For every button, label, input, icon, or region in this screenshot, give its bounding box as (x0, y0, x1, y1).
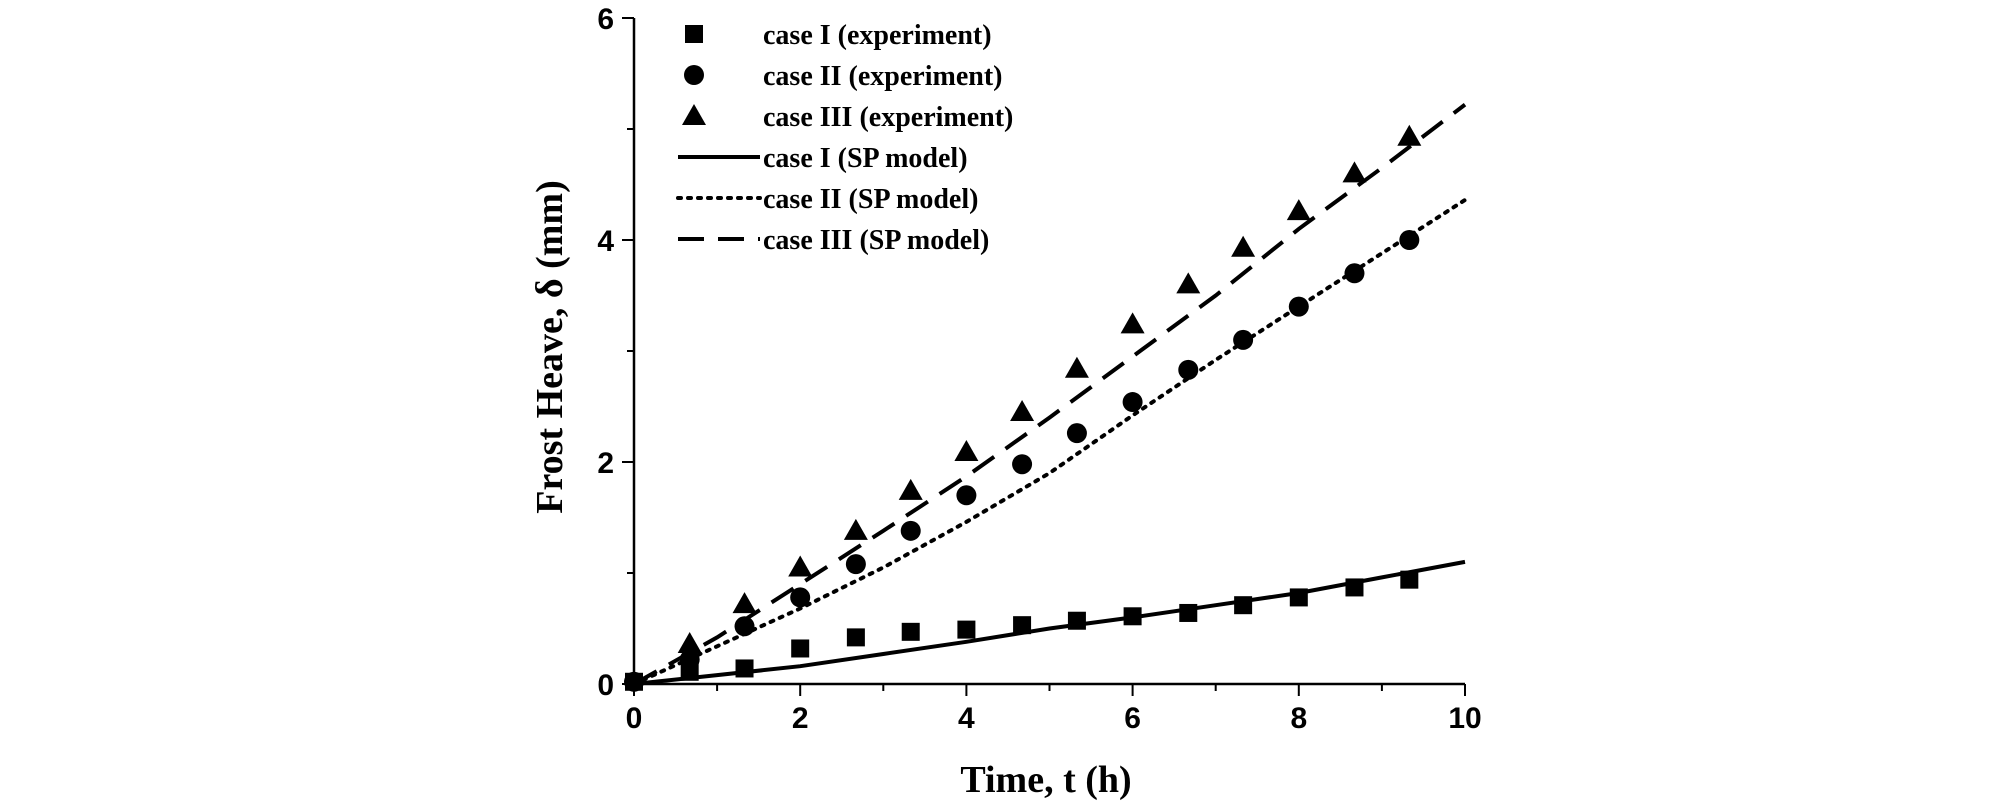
data-point-series-3 (1397, 124, 1422, 146)
data-point-series-2 (900, 520, 921, 541)
legend-label: case I (experiment) (763, 20, 992, 51)
legend: case I (experiment) case II (experiment) c… (676, 20, 1013, 256)
data-point-series-3 (1064, 356, 1089, 378)
data-point-series-3 (843, 518, 868, 540)
model-curves (632, 103, 1467, 686)
legend-marker-2 (684, 65, 704, 85)
data-point-series-3 (898, 478, 923, 500)
data-point-series-3 (1231, 235, 1256, 257)
y-axis-title: Frost Heave, δ (mm) (529, 180, 571, 513)
data-point-series-1 (1345, 578, 1364, 597)
data-point-series-1 (1123, 607, 1142, 626)
x-tick-label: 2 (792, 702, 809, 735)
data-point-series-1 (846, 628, 865, 647)
data-point-series-3 (732, 592, 757, 614)
model-curve-2 (632, 198, 1467, 686)
data-point-series-2 (790, 587, 811, 608)
data-point-series-1 (1013, 616, 1032, 635)
data-point-series-1 (1179, 603, 1198, 622)
legend-label: case III (experiment) (763, 102, 1013, 133)
data-point-series-3 (677, 632, 702, 654)
data-point-series-3 (788, 555, 813, 577)
legend-label: case II (experiment) (763, 61, 1002, 92)
data-point-series-2 (624, 671, 644, 692)
y-tick-label: 4 (597, 225, 614, 258)
model-curve-1 (633, 559, 1466, 686)
data-point-series-1 (791, 639, 810, 658)
data-point-series-2 (1012, 454, 1033, 475)
data-point-series-1 (1400, 570, 1419, 589)
experiment-points (624, 124, 1422, 692)
data-point-series-1 (1234, 596, 1253, 615)
legend-label: case I (SP model) (763, 143, 968, 174)
data-point-series-2 (1178, 359, 1199, 380)
data-point-series-1 (957, 620, 976, 639)
legend-label: case III (SP model) (763, 225, 989, 256)
x-axis-title: Time, t (h) (960, 759, 1131, 801)
y-tick-label: 2 (597, 447, 614, 480)
data-point-series-2 (679, 649, 700, 670)
data-point-series-1 (1289, 588, 1308, 607)
y-tick-label: 0 (597, 669, 614, 702)
tick-labels: 0 2 4 6 8 10 0 2 4 6 (597, 3, 1481, 735)
data-point-series-2 (1066, 423, 1087, 444)
x-tick-label: 6 (1124, 702, 1141, 735)
x-tick-label: 0 (626, 702, 643, 735)
data-point-series-2 (1122, 392, 1143, 413)
data-point-series-2 (956, 485, 977, 506)
legend-marker-3 (682, 104, 706, 125)
data-point-series-1 (1067, 611, 1086, 630)
x-tick-label: 4 (958, 702, 975, 735)
y-tick-label: 6 (597, 3, 614, 36)
model-curve-3 (633, 103, 1467, 686)
data-point-series-2 (1344, 263, 1365, 284)
data-point-series-3 (1010, 400, 1035, 422)
legend-label: case II (SP model) (763, 184, 978, 215)
data-point-series-3 (1286, 199, 1311, 221)
data-point-series-3 (1176, 272, 1201, 294)
data-point-series-2 (1288, 296, 1309, 317)
data-point-series-1 (901, 622, 920, 641)
data-point-series-2 (845, 554, 866, 575)
data-point-series-3 (954, 440, 979, 462)
data-point-series-3 (1120, 312, 1145, 334)
data-point-series-2 (734, 616, 755, 637)
x-tick-label: 8 (1290, 702, 1307, 735)
data-point-series-2 (1399, 230, 1420, 250)
x-tick-label: 10 (1448, 702, 1481, 735)
data-point-series-1 (735, 659, 754, 678)
data-point-series-3 (1342, 161, 1367, 183)
data-point-series-2 (1233, 329, 1254, 350)
legend-marker-1 (685, 25, 703, 43)
